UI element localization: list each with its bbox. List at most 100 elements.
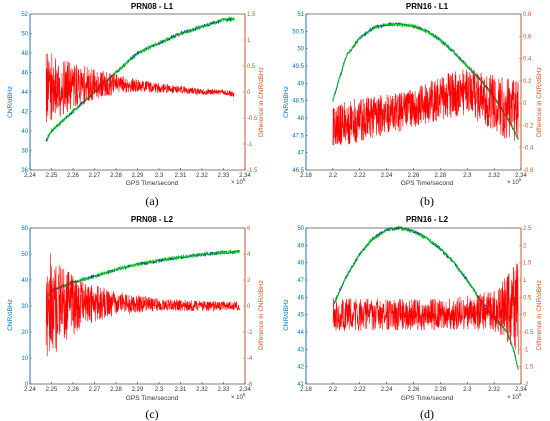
x-tick-label: 2.33 [218, 173, 230, 179]
panel-c-ylabel-left: CNR/dBHz [7, 299, 14, 331]
panel-b-caption: (b) [420, 194, 434, 208]
left-y-tick-label: 50 [297, 47, 304, 53]
panel-c-xlabel: GPS Time/second [126, 395, 179, 402]
panel-d-title: PRN16 - L2 [406, 215, 449, 224]
left-y-tick-label: 43 [297, 347, 304, 353]
right-y-tick-label: 2 [247, 278, 251, 284]
x-tick-label: 2.28 [110, 173, 122, 179]
x-tick-label: 2.29 [132, 173, 144, 179]
left-y-tick-label: 50.5 [292, 29, 304, 35]
right-y-tick-label: 0.6 [523, 34, 532, 40]
left-y-tick-label: 50 [297, 226, 304, 232]
panel-d-caption: (d) [420, 407, 434, 421]
left-y-tick-label: 48.5 [292, 99, 304, 105]
cnr-difference-line [332, 69, 519, 146]
panel-d-ylabel-left: CNR/dBHz [283, 299, 290, 331]
panel-b-ylabel-left: CNR/dBHz [283, 86, 290, 118]
right-y-tick-label: -0.5 [247, 116, 258, 122]
right-y-tick-label: -4 [247, 356, 253, 362]
left-y-tick-label: 40 [21, 129, 28, 135]
svg-text:× 105: × 105 [231, 177, 246, 186]
panel-c-ylabel-right: Difference in CNR/dBHz [258, 280, 265, 350]
right-y-tick-label: 6 [247, 226, 251, 232]
x-tick-label: 2.18 [300, 387, 312, 393]
right-y-tick-label: 2 [523, 243, 527, 249]
left-y-tick-label: 0 [25, 382, 29, 388]
panel-b-x-exponent-label: × 10 [507, 180, 520, 186]
right-y-tick-label: -0.6 [523, 168, 534, 174]
left-y-tick-label: 10 [21, 356, 28, 362]
x-tick-label: 2.26 [408, 173, 420, 179]
left-y-tick-label: 44 [297, 330, 304, 336]
left-y-tick-label: 48 [297, 116, 304, 122]
x-tick-label: 2.32 [196, 173, 208, 179]
panel-d-ylabel-right: Difference in CNR/dBHz [536, 280, 543, 350]
left-y-tick-label: 49 [297, 243, 304, 249]
right-y-tick-label: -0.5 [523, 330, 534, 336]
panel-a-caption: (a) [145, 194, 158, 208]
x-tick-label: 2.2 [329, 173, 338, 179]
x-tick-label: 2.18 [300, 173, 312, 179]
panel-c-caption: (c) [145, 407, 158, 421]
panel-c-x-exponent-power: 5 [243, 392, 246, 397]
x-tick-label: 2.24 [24, 173, 36, 179]
panel-d: PRN16 - L2 CNR/dBHz Difference in CNR/dB… [283, 215, 543, 421]
left-y-tick-label: 41 [297, 382, 304, 388]
left-y-tick-label: 47 [297, 151, 304, 157]
right-y-tick-label: 0 [247, 90, 251, 96]
right-y-tick-label: 1.5 [247, 12, 256, 18]
left-y-tick-label: 48 [21, 51, 28, 57]
x-tick-label: 2.33 [218, 387, 230, 393]
left-y-tick-label: 38 [21, 149, 28, 155]
svg-text:× 105: × 105 [507, 177, 522, 186]
cnr-series-b-line [332, 22, 519, 140]
right-y-tick-label: -6 [247, 382, 253, 388]
panel-a-xlabel: GPS Time/second [126, 180, 179, 187]
x-tick-label: 2.26 [67, 387, 79, 393]
right-y-tick-label: -1 [523, 347, 529, 353]
x-tick-label: 2.34 [515, 387, 527, 393]
right-y-tick-label: -1 [247, 142, 253, 148]
left-y-tick-label: 45 [297, 313, 304, 319]
x-tick-label: 2.34 [515, 173, 527, 179]
x-tick-label: 2.27 [89, 387, 101, 393]
panel-d-x-exponent-label: × 10 [507, 395, 520, 401]
cnr-difference-line [332, 263, 519, 355]
left-y-tick-label: 50 [21, 252, 28, 258]
left-y-tick-label: 49.5 [292, 64, 304, 70]
panel-c: PRN08 - L2 CNR/dBHz Difference in CNR/dB… [7, 215, 265, 421]
left-y-tick-label: 44 [21, 90, 28, 96]
panel-a-ylabel-left: CNR/dBHz [7, 86, 14, 118]
left-y-tick-label: 47.5 [292, 133, 304, 139]
left-y-tick-label: 50 [21, 32, 28, 38]
x-tick-label: 2.2 [329, 387, 338, 393]
panel-b: PRN16 - L1 CNR/dBHz Difference in CNR/dB… [283, 2, 543, 208]
x-tick-label: 2.24 [24, 387, 36, 393]
right-y-tick-label: -1.5 [247, 168, 258, 174]
right-y-tick-label: 1 [247, 38, 251, 44]
x-tick-label: 2.24 [381, 387, 393, 393]
x-tick-label: 2.31 [175, 173, 187, 179]
cnr-series-b-line [45, 16, 235, 140]
right-y-tick-label: 0 [523, 313, 527, 319]
cnr-difference-line [45, 253, 240, 357]
x-tick-label: 2.26 [408, 387, 420, 393]
panel-a-ylabel-right: Difference in CNR/dBHz [258, 67, 265, 137]
left-y-tick-label: 48 [297, 261, 304, 267]
right-y-tick-label: 0 [247, 304, 251, 310]
right-y-tick-label: -0.2 [523, 123, 534, 129]
x-tick-label: 2.32 [488, 387, 500, 393]
panel-a-x-exponent-label: × 10 [231, 180, 244, 186]
panel-d-x-exponent-power: 5 [519, 392, 522, 397]
x-tick-label: 2.28 [435, 173, 447, 179]
right-y-tick-label: 0.5 [247, 64, 256, 70]
x-tick-label: 2.26 [67, 173, 79, 179]
panel-b-x-exponent-power: 5 [519, 177, 522, 182]
left-y-tick-label: 46 [297, 295, 304, 301]
x-tick-label: 2.34 [239, 173, 251, 179]
left-y-tick-label: 51 [297, 12, 304, 18]
right-y-tick-label: 0.4 [523, 57, 532, 63]
x-tick-label: 2.25 [46, 173, 58, 179]
x-tick-label: 2.22 [354, 173, 366, 179]
